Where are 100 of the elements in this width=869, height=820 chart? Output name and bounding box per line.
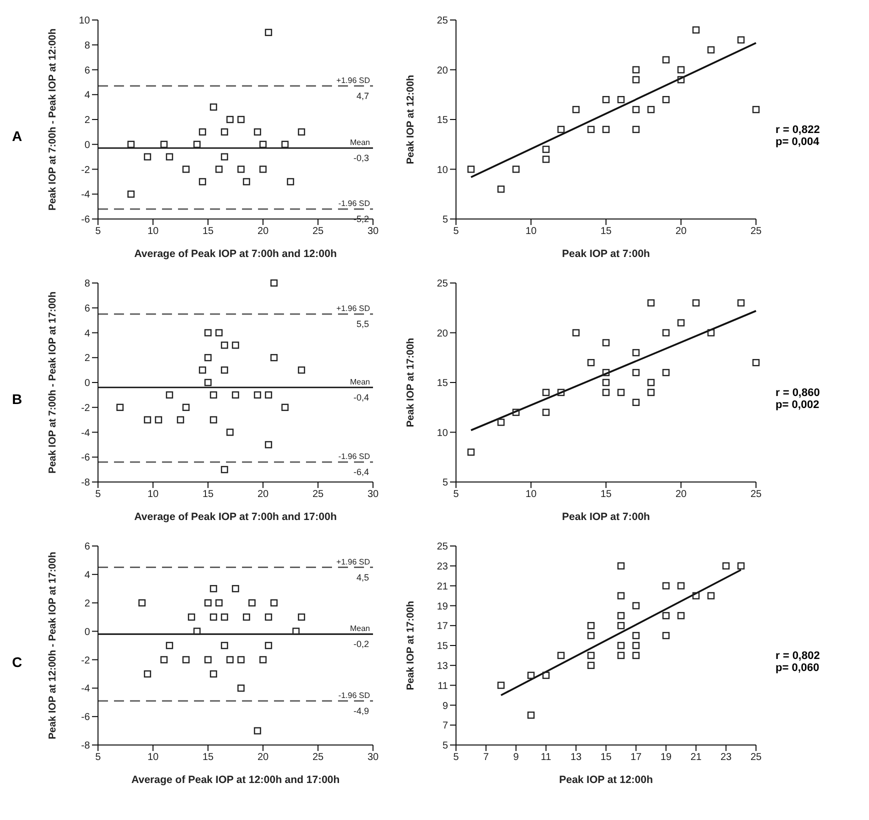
y-tick-label: 5 (442, 214, 448, 226)
point (198, 128, 206, 136)
y-tick-label: 20 (436, 328, 448, 340)
point (602, 96, 610, 104)
y-tick-label: 2 (84, 115, 90, 126)
y-tick-label: 20 (436, 65, 448, 76)
x-tick-label: 10 (524, 226, 536, 238)
point (127, 190, 135, 198)
point (226, 656, 234, 664)
x-tick-label: 25 (750, 226, 762, 238)
text: p= 0,002 (776, 398, 820, 410)
point (215, 599, 223, 606)
point (210, 670, 218, 678)
point (466, 166, 474, 173)
point (706, 46, 714, 54)
x-tick-label: 20 (257, 226, 269, 238)
point (632, 76, 640, 84)
x-tick-label: 19 (660, 752, 672, 764)
point (556, 126, 564, 134)
y-axis-title: Peak IOP at 17:00h (405, 338, 416, 428)
point (542, 672, 550, 679)
y-tick-label: -8 (81, 740, 90, 752)
point (220, 466, 228, 474)
y-tick-label: 15 (436, 115, 448, 126)
ref-line-label: Mean (350, 138, 370, 148)
point (270, 599, 278, 606)
x-tick-label: 15 (202, 752, 214, 764)
point (198, 366, 206, 374)
x-tick-label: 20 (257, 752, 269, 764)
y-tick-label: 25 (436, 16, 448, 27)
point (215, 329, 223, 336)
point (144, 416, 152, 424)
point (226, 116, 234, 124)
y-tick-label: 0 (84, 626, 90, 638)
ref-line-label: Mean (350, 377, 370, 386)
y-tick-label: 6 (84, 542, 90, 553)
x-tick-label: 10 (147, 752, 159, 764)
point (572, 106, 580, 114)
point (632, 368, 640, 376)
point (602, 368, 610, 376)
x-axis-title: Average of Peak IOP at 12:00h and 17:00h (131, 774, 340, 786)
point (298, 613, 306, 621)
point (166, 642, 174, 650)
ref-line-label: -1.96 SD (338, 199, 370, 208)
point (586, 622, 594, 630)
point (692, 299, 700, 306)
x-tick-label: 23 (720, 752, 732, 764)
point (220, 613, 228, 621)
y-tick-label: 4 (84, 90, 90, 102)
y-tick-label: 10 (436, 164, 448, 176)
point (616, 612, 624, 620)
point (220, 366, 228, 374)
x-tick-label: 25 (312, 226, 324, 238)
point (676, 66, 684, 74)
x-tick-label: 15 (202, 226, 214, 238)
point (646, 299, 654, 306)
point (542, 156, 550, 163)
point (676, 319, 684, 326)
ref-line-label: +1.96 SD (336, 304, 370, 314)
point (646, 106, 654, 114)
point (662, 56, 670, 64)
point (237, 656, 245, 664)
x-tick-label: 5 (452, 752, 459, 764)
x-tick-label: 20 (674, 226, 686, 238)
point (237, 116, 245, 124)
point (616, 562, 624, 570)
y-tick-label: 6 (84, 303, 90, 314)
annotation: -0,2 (353, 639, 369, 650)
y-tick-label: 10 (436, 428, 448, 439)
point (232, 585, 240, 592)
point (512, 166, 520, 173)
point (602, 339, 610, 346)
x-tick-label: 17 (630, 752, 642, 764)
point (692, 26, 700, 34)
annotation: 5,5 (356, 319, 369, 330)
point (182, 166, 190, 173)
point (232, 342, 240, 349)
point (210, 613, 218, 621)
annotation: 4,7 (356, 90, 369, 101)
point (586, 359, 594, 366)
x-tick-label: 10 (524, 489, 536, 500)
ref-line-label: -1.96 SD (338, 452, 370, 462)
point (193, 140, 201, 148)
point (298, 366, 306, 374)
x-axis-title: Peak IOP at 7:00h (562, 248, 650, 260)
x-tick-label: 7 (482, 752, 489, 764)
point (160, 140, 168, 148)
y-axis-title: Peak IOP at 17:00h (405, 600, 416, 690)
text: A (12, 128, 24, 144)
text: p= 0,004 (776, 136, 820, 148)
y-tick-label: 0 (84, 140, 90, 151)
point (692, 592, 700, 600)
x-tick-label: 15 (600, 489, 612, 500)
point (616, 652, 624, 660)
x-tick-label: 10 (147, 489, 159, 500)
point (632, 398, 640, 406)
point (646, 388, 654, 396)
x-tick-label: 5 (95, 489, 102, 500)
y-tick-label: 2 (84, 353, 90, 364)
point (676, 612, 684, 620)
